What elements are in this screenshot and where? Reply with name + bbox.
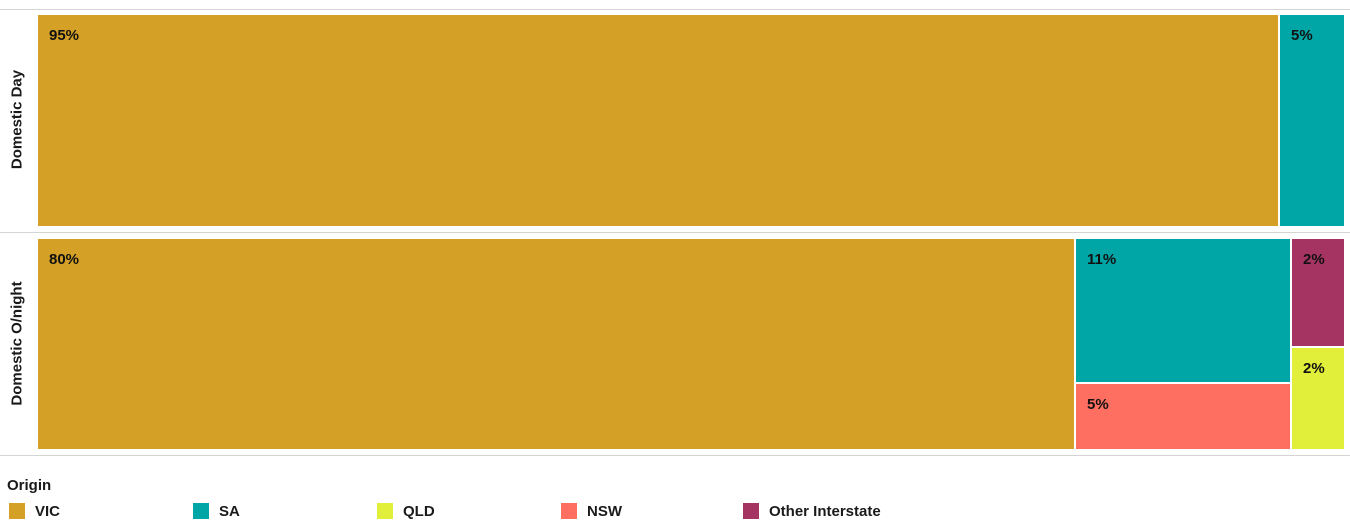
tile-domestic-overnight-sa[interactable]: 11% (1076, 239, 1290, 382)
tile-label: 5% (1087, 396, 1109, 413)
tile-label: 80% (49, 251, 80, 268)
legend-swatch (561, 503, 577, 519)
legend-swatch (193, 503, 209, 519)
treemap-row-domestic-day: 95% 5% (38, 15, 1344, 226)
legend-label: VIC (35, 502, 61, 520)
tile-domestic-overnight-nsw[interactable]: 5% (1076, 384, 1290, 449)
legend-swatch (377, 503, 393, 519)
row-label-domestic-day: Domestic Day (8, 69, 26, 170)
tile-domestic-overnight-vic[interactable]: 80% (38, 239, 1074, 449)
legend-item-qld[interactable]: QLD (377, 502, 435, 520)
tile-label: 2% (1303, 360, 1325, 377)
legend-swatch (9, 503, 25, 519)
middle-rule (0, 232, 1350, 233)
legend-item-nsw[interactable]: NSW (561, 502, 622, 520)
legend-label: Other Interstate (769, 502, 881, 520)
tile-domestic-day-vic[interactable]: 95% (38, 15, 1278, 226)
legend-label: NSW (587, 502, 622, 520)
tile-label: 11% (1087, 251, 1117, 268)
tile-domestic-overnight-qld[interactable]: 2% (1292, 348, 1344, 449)
top-rule (0, 9, 1350, 10)
legend-swatch (743, 503, 759, 519)
tile-label: 2% (1303, 251, 1325, 268)
tile-domestic-day-sa[interactable]: 5% (1280, 15, 1344, 226)
legend-item-other-interstate[interactable]: Other Interstate (743, 502, 881, 520)
row-label-domestic-overnight: Domestic O/night (8, 281, 26, 406)
bottom-rule (0, 455, 1350, 456)
legend-item-sa[interactable]: SA (193, 502, 240, 520)
tile-label: 95% (49, 27, 80, 44)
legend-label: QLD (403, 502, 435, 520)
legend-label: SA (219, 502, 240, 520)
legend-item-vic[interactable]: VIC (9, 502, 60, 520)
treemap-row-domestic-overnight: 80% 11% 5% 2% 2% (38, 239, 1344, 449)
tile-domestic-overnight-other-interstate[interactable]: 2% (1292, 239, 1344, 346)
tile-label: 5% (1291, 27, 1313, 44)
legend-title: Origin (7, 477, 52, 494)
